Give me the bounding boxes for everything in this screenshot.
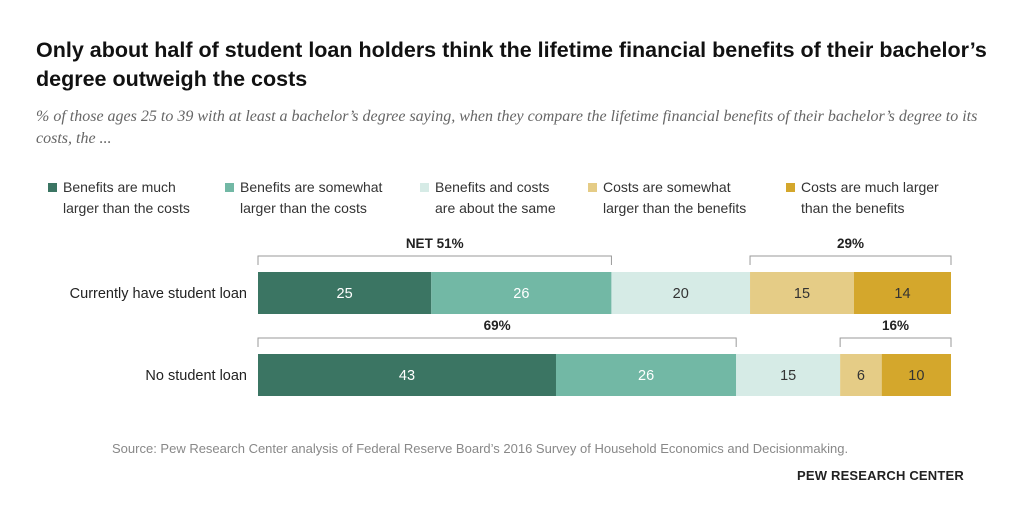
legend-swatch <box>225 183 234 192</box>
legend-swatch <box>420 183 429 192</box>
data-label: 43 <box>399 368 415 384</box>
category-label: Currently have student loan <box>70 286 247 302</box>
legend-label: Benefits and costs are about the same <box>435 179 556 216</box>
bar-segment <box>258 354 556 396</box>
data-label: 14 <box>894 286 910 302</box>
data-label: 20 <box>673 286 689 302</box>
legend-swatch <box>48 183 57 192</box>
source-note: Source: Pew Research Center analysis of … <box>112 441 849 456</box>
category-label: No student loan <box>145 368 247 384</box>
legend-label: Benefits are much larger than the costs <box>63 179 190 216</box>
legend-label: Costs are somewhat larger than the benef… <box>603 179 747 216</box>
bar-segment <box>840 354 882 396</box>
bar-segment <box>431 272 612 314</box>
net-costs-label: 16% <box>882 318 909 333</box>
net-costs-bracket <box>749 255 952 265</box>
brand-logo-text: PEW RESEARCH CENTER <box>796 468 964 483</box>
legend-label: Benefits are somewhat larger than the co… <box>240 179 383 216</box>
bar-segment <box>881 354 951 396</box>
data-label: 25 <box>337 286 353 302</box>
bar-segment <box>853 272 951 314</box>
net-benefits-label: 69% <box>484 318 511 333</box>
bar-segment <box>750 272 854 314</box>
data-label: 26 <box>638 368 654 384</box>
net-benefits-label: NET 51% <box>406 236 464 251</box>
bar-segment <box>258 272 432 314</box>
net-costs-label: 29% <box>837 236 864 251</box>
net-costs-bracket <box>839 337 952 347</box>
data-label: 15 <box>780 368 796 384</box>
data-label: 26 <box>513 286 529 302</box>
legend-swatch <box>786 183 795 192</box>
legend-label: Costs are much larger than the benefits <box>801 179 939 216</box>
chart-subtitle: % of those ages 25 to 39 with at least a… <box>36 108 978 147</box>
bar-segment <box>555 354 737 396</box>
legend-swatch <box>588 183 597 192</box>
chart-title: Only about half of student loan holders … <box>36 38 987 91</box>
data-label: 15 <box>794 286 810 302</box>
net-benefits-bracket <box>257 337 737 347</box>
bar-segment <box>736 354 841 396</box>
bar-segment <box>611 272 751 314</box>
data-label: 10 <box>908 368 924 384</box>
net-benefits-bracket <box>257 255 612 265</box>
data-label: 6 <box>857 368 865 384</box>
